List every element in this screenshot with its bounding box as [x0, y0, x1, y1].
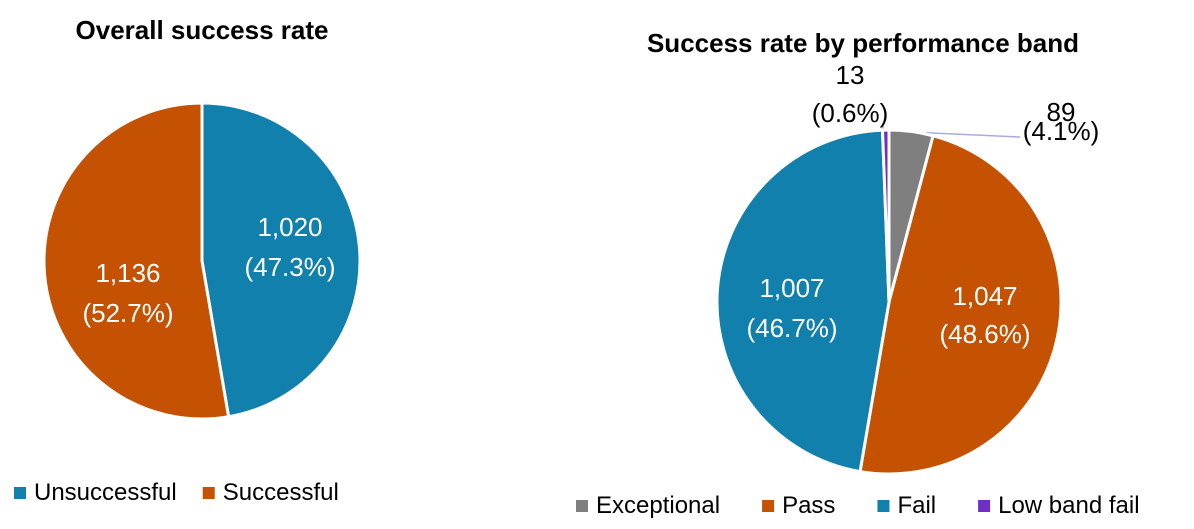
- legend: Exceptional Pass Fail Low band fail: [576, 492, 1140, 519]
- pie-slice-fail: [715, 128, 891, 474]
- legend-item-low-band-fail: Low band fail: [978, 492, 1140, 519]
- legend-swatch: [877, 500, 890, 512]
- data-label-percent: (47.3%): [244, 252, 335, 282]
- data-label-value: 1,136: [95, 258, 160, 288]
- legend-swatch: [202, 487, 215, 499]
- data-label-value: 1,047: [952, 281, 1017, 311]
- chart-title: Overall success rate: [76, 15, 329, 45]
- legend-label: Pass: [782, 492, 835, 519]
- legend-label: Unsuccessful: [34, 479, 177, 506]
- pie-data-labels: 89(4.1%) 1,047 (48.6%) 1,007 (46.7%) 13 (0.6%): [746, 60, 1099, 349]
- leader-line-exceptional: [909, 131, 1021, 138]
- legend-item-successful: Successful: [202, 479, 339, 506]
- legend-item-exceptional: Exceptional: [576, 492, 720, 519]
- pie-chart-by-band: Success rate by performance band 89(4.1%…: [576, 28, 1140, 519]
- data-label-percent: (48.6%): [939, 319, 1030, 349]
- pie-slices: [42, 101, 362, 421]
- legend-swatch: [576, 500, 588, 512]
- chart-title: Success rate by performance band: [647, 28, 1079, 58]
- pie-slice-low-band-fail: [880, 128, 891, 304]
- data-label-value: 13: [836, 60, 865, 90]
- legend-label: Exceptional: [596, 492, 720, 519]
- legend-item-pass: Pass: [762, 492, 835, 519]
- data-label-value: 1,007: [759, 273, 824, 303]
- legend-swatch: [762, 500, 775, 512]
- pie-slice-pass: [858, 134, 1063, 476]
- legend-swatch: [14, 487, 26, 499]
- legend-item-unsuccessful: Unsuccessful: [14, 479, 177, 506]
- legend-item-fail: Fail: [877, 492, 936, 519]
- legend-label: Successful: [223, 479, 339, 506]
- legend-label: Low band fail: [998, 492, 1139, 519]
- legend-swatch: [978, 500, 991, 512]
- data-label-value: 1,020: [257, 212, 322, 242]
- data-label-percent: (4.1%): [1023, 116, 1100, 146]
- pie-data-labels: 1,020 (47.3%) 1,136 (52.7%): [82, 212, 335, 328]
- data-label-percent: (46.7%): [746, 313, 837, 343]
- legend-label: Fail: [897, 492, 936, 519]
- data-label-percent: (52.7%): [82, 298, 173, 328]
- pie-slices: [715, 128, 1063, 476]
- data-label-percent: (0.6%): [812, 98, 889, 128]
- data-label-value: 89: [1047, 97, 1076, 127]
- legend: Unsuccessful Successful: [14, 479, 339, 506]
- pie-slice-unsuccessful: [200, 101, 362, 419]
- pie-slice-successful: [42, 101, 231, 421]
- pie-chart-overall: Overall success rate 1,020 (47.3%) 1,136 (5…: [14, 15, 362, 506]
